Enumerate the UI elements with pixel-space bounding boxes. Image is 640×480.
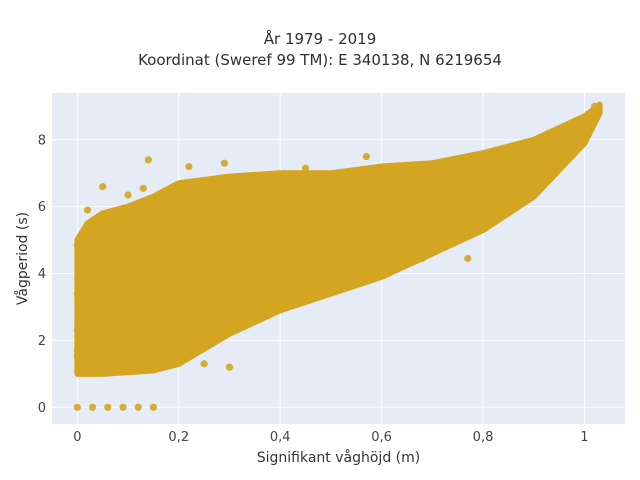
x-axis-label: Signifikant våghöjd (m) bbox=[257, 449, 420, 466]
y-tick-label: 2 bbox=[38, 334, 46, 349]
y-tick-label: 4 bbox=[38, 267, 46, 282]
data-point bbox=[73, 346, 81, 355]
data-point bbox=[104, 403, 112, 411]
x-tick-label: 0,6 bbox=[371, 430, 392, 445]
data-point bbox=[83, 206, 92, 214]
x-tick-label: 0 bbox=[73, 430, 81, 445]
data-point bbox=[464, 254, 472, 263]
data-point bbox=[545, 129, 553, 137]
data-point bbox=[362, 152, 370, 161]
data-point bbox=[139, 184, 147, 192]
data-point bbox=[590, 102, 599, 110]
data-point bbox=[519, 196, 528, 204]
dense-cloud bbox=[74, 101, 603, 377]
data-point bbox=[73, 403, 81, 411]
data-point bbox=[99, 183, 107, 191]
y-tick-label: 6 bbox=[38, 200, 46, 215]
x-tick-label: 0,4 bbox=[270, 430, 291, 445]
x-tick-label: 0,2 bbox=[168, 430, 189, 445]
data-point bbox=[73, 290, 81, 298]
data-point bbox=[73, 351, 81, 360]
y-tick-label: 8 bbox=[38, 133, 46, 148]
data-point bbox=[580, 114, 589, 122]
data-point bbox=[124, 191, 132, 199]
data-point bbox=[73, 326, 81, 334]
data-point bbox=[225, 363, 234, 371]
data-point bbox=[149, 403, 158, 411]
y-tick-label: 0 bbox=[38, 401, 46, 416]
chart-title: År 1979 - 2019 bbox=[263, 30, 377, 48]
point-cloud bbox=[74, 101, 603, 377]
x-tick-label: 1 bbox=[580, 430, 588, 445]
data-point bbox=[185, 162, 193, 171]
data-point bbox=[73, 241, 81, 249]
outlier-points bbox=[73, 102, 599, 411]
data-point bbox=[144, 156, 152, 164]
data-point bbox=[220, 159, 229, 167]
x-tick-label: 0,8 bbox=[473, 430, 494, 445]
data-point bbox=[134, 403, 142, 411]
chart-subtitle: Koordinat (Sweref 99 TM): E 340138, N 62… bbox=[138, 51, 502, 69]
data-point bbox=[418, 254, 426, 263]
data-point bbox=[489, 149, 497, 157]
data-point bbox=[301, 164, 310, 172]
y-axis-label: Vågperiod (s) bbox=[14, 212, 31, 305]
data-point bbox=[200, 360, 208, 368]
data-point bbox=[119, 403, 127, 411]
data-point bbox=[170, 353, 178, 361]
tick-labels: 0 0,2 0,4 0,6 0,8 1 0 2 4 6 8 bbox=[38, 133, 589, 445]
data-point bbox=[88, 403, 97, 411]
